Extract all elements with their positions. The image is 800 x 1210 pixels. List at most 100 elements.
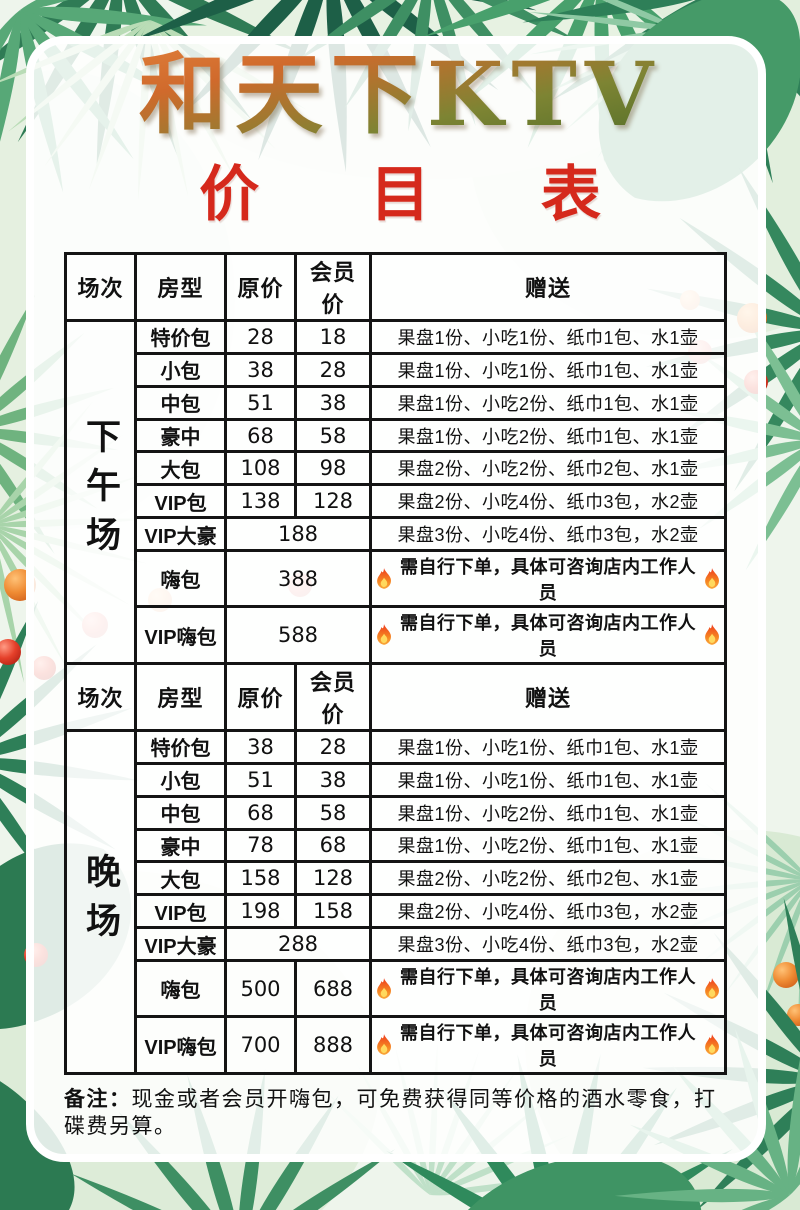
price-cell: 51 [224, 384, 297, 421]
gift-cell: 需自行下单，具体可咨询店内工作人员 [369, 1015, 727, 1075]
gift-cell: 果盘1份、小吃2份、纸巾1包、水1壶 [369, 384, 727, 421]
room-cell: 嗨包 [134, 958, 227, 1019]
table-header-row: 场次 房型 原价 会员价 赠送 [64, 661, 727, 732]
room-cell: VIP包 [134, 483, 227, 520]
member-price-cell: 38 [294, 761, 372, 798]
fire-icon [702, 1033, 722, 1057]
member-price-cell: 58 [294, 417, 372, 454]
merged-price-cell: 288 [224, 926, 372, 962]
room-cell: VIP包 [134, 893, 227, 930]
gift-cell: 果盘3份、小吃4份、纸巾3包，水2壶 [369, 926, 727, 962]
table-row: 嗨包 500 688 需自行下单，具体可咨询店内工作人员 [66, 958, 727, 1019]
page-subtitle: 价 目 表 [199, 160, 646, 230]
price-cell: 38 [224, 728, 297, 765]
price-cell: 28 [224, 319, 297, 355]
room-cell: 中包 [134, 794, 227, 831]
member-price-cell: 18 [294, 319, 372, 355]
gift-cell: 果盘1份、小吃1份、纸巾1包、水1壶 [369, 351, 727, 388]
price-cell: 108 [224, 450, 297, 487]
gift-cell: 果盘2份、小吃2份、纸巾2包、水1壶 [369, 860, 727, 897]
room-cell: 小包 [134, 351, 227, 388]
price-cell: 198 [224, 893, 297, 930]
table-row: VIP包 138 128 果盘2份、小吃4份、纸巾3包，水2壶 [66, 483, 727, 520]
table-row: VIP大豪 188 果盘3份、小吃4份、纸巾3包，水2壶 [66, 516, 727, 553]
table-row: VIP大豪 288 果盘3份、小吃4份、纸巾3包，水2壶 [66, 926, 727, 962]
gift-cell: 果盘1份、小吃1份、纸巾1包、水1壶 [369, 728, 727, 765]
gift-cell: 果盘1份、小吃1份、纸巾1包、水1壶 [369, 761, 727, 798]
fire-icon [702, 623, 722, 647]
table-row: 中包 51 38 果盘1份、小吃2份、纸巾1包、水1壶 [66, 384, 727, 421]
col-header-gift: 赠送 [369, 252, 727, 322]
footer-note: 备注：现金或者会员开嗨包，可免费获得同等价格的酒水零食，打碟费另算。 [64, 1086, 736, 1141]
gift-cell: 果盘2份、小吃2份、纸巾2包、水1壶 [369, 450, 727, 487]
member-price-cell: 128 [294, 860, 372, 897]
table-row: 下午场 特价包 28 18 果盘1份、小吃1份、纸巾1包、水1壶 [64, 319, 727, 665]
room-cell: 豪中 [134, 827, 227, 864]
gift-text: 需自行下单，具体可咨询店内工作人员 [400, 613, 696, 660]
member-price-cell: 28 [294, 351, 372, 388]
col-header-price: 原价 [224, 252, 297, 322]
merged-price-cell: 588 [224, 605, 372, 665]
member-price-cell: 158 [294, 893, 372, 930]
room-cell: 特价包 [134, 319, 227, 355]
gift-cell: 果盘3份、小吃4份、纸巾3包，水2壶 [369, 516, 727, 553]
price-cell: 68 [224, 794, 297, 831]
room-cell: 小包 [134, 761, 227, 798]
footer-note-label: 备注： [64, 1088, 132, 1111]
room-cell: 中包 [134, 384, 227, 421]
table-row: VIP包 198 158 果盘2份、小吃4份、纸巾3包，水2壶 [66, 893, 727, 930]
member-price-cell: 68 [294, 827, 372, 864]
table-row: 大包 108 98 果盘2份、小吃2份、纸巾2包、水1壶 [66, 450, 727, 487]
gift-cell: 果盘1份、小吃2份、纸巾1包、水1壶 [369, 417, 727, 454]
table-row: 豪中 78 68 果盘1份、小吃2份、纸巾1包、水1壶 [66, 827, 727, 864]
member-price-cell: 98 [294, 450, 372, 487]
gift-text: 需自行下单，具体可咨询店内工作人员 [400, 1023, 696, 1070]
col-header-gift: 赠送 [369, 661, 727, 732]
fire-icon [374, 623, 394, 647]
table-row: 嗨包 388 需自行下单，具体可咨询店内工作人员 [66, 549, 727, 609]
gift-text: 需自行下单，具体可咨询店内工作人员 [400, 966, 696, 1013]
merged-price-cell: 388 [224, 549, 372, 609]
room-cell: VIP大豪 [134, 926, 227, 962]
room-cell: 豪中 [134, 417, 227, 454]
price-table: 场次 房型 原价 会员价 赠送 下午场 特价包 28 18 果盘1份、小吃1份、… [64, 252, 727, 1076]
gift-cell: 果盘2份、小吃4份、纸巾3包，水2壶 [369, 483, 727, 520]
col-header-room: 房型 [134, 661, 227, 732]
room-cell: VIP嗨包 [134, 1015, 227, 1075]
price-cell: 68 [224, 417, 297, 454]
gift-cell: 需自行下单，具体可咨询店内工作人员 [369, 549, 727, 609]
gift-cell: 果盘2份、小吃4份、纸巾3包，水2壶 [369, 893, 727, 930]
room-cell: VIP嗨包 [134, 605, 227, 665]
room-cell: 嗨包 [134, 549, 227, 609]
gift-cell: 果盘1份、小吃1份、纸巾1包、水1壶 [369, 319, 727, 355]
col-header-price: 原价 [224, 661, 297, 732]
fire-icon [702, 977, 722, 1001]
page-title: 和天下KTV [0, 46, 800, 143]
session-label-afternoon: 下午场 [64, 319, 137, 665]
price-cell: 158 [224, 860, 297, 897]
gift-cell: 果盘1份、小吃2份、纸巾1包、水1壶 [369, 794, 727, 831]
price-cell: 38 [224, 351, 297, 388]
footer-note-text: 现金或者会员开嗨包，可免费获得同等价格的酒水零食，打碟费另算。 [64, 1088, 717, 1139]
fire-icon [374, 567, 394, 591]
gift-cell: 需自行下单，具体可咨询店内工作人员 [369, 605, 727, 665]
table-header-row: 场次 房型 原价 会员价 赠送 [64, 252, 727, 322]
table-row: VIP嗨包 700 888 需自行下单，具体可咨询店内工作人员 [66, 1015, 727, 1075]
gift-text: 需自行下单，具体可咨询店内工作人员 [400, 556, 696, 603]
table-row: 大包 158 128 果盘2份、小吃2份、纸巾2包、水1壶 [66, 860, 727, 897]
gift-cell: 果盘1份、小吃2份、纸巾1包、水1壶 [369, 827, 727, 864]
price-cell: 78 [224, 827, 297, 864]
table-row: 中包 68 58 果盘1份、小吃2份、纸巾1包、水1壶 [66, 794, 727, 831]
col-header-session: 场次 [64, 252, 137, 322]
member-price-cell: 888 [294, 1015, 372, 1075]
price-cell: 138 [224, 483, 297, 520]
col-header-session: 场次 [64, 661, 137, 732]
room-cell: VIP大豪 [134, 516, 227, 553]
price-cell: 500 [224, 958, 297, 1019]
col-header-room: 房型 [134, 252, 227, 322]
price-cell: 700 [224, 1015, 297, 1075]
price-cell: 51 [224, 761, 297, 798]
table-row: 小包 38 28 果盘1份、小吃1份、纸巾1包、水1壶 [66, 351, 727, 388]
gift-cell: 需自行下单，具体可咨询店内工作人员 [369, 958, 727, 1019]
session-label-evening: 晚场 [64, 728, 137, 1076]
